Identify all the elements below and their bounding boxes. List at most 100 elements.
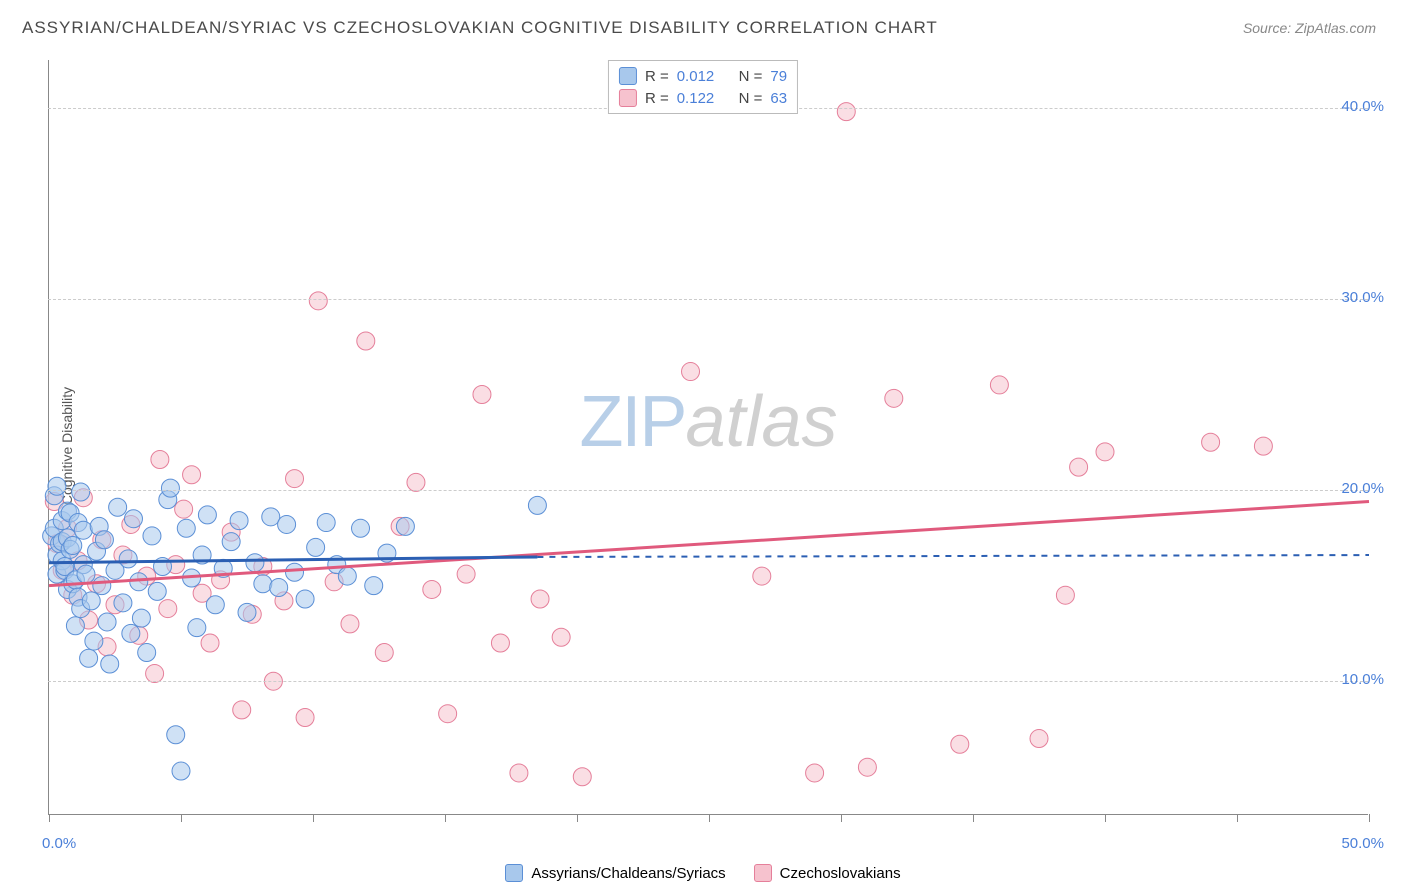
data-point — [1070, 458, 1088, 476]
data-point — [183, 466, 201, 484]
legend-r-val-b: 0.122 — [677, 90, 715, 107]
data-point — [77, 565, 95, 583]
data-point — [317, 514, 335, 532]
gridline — [48, 681, 1368, 682]
data-point — [143, 527, 161, 545]
data-point — [246, 554, 264, 572]
data-point — [309, 292, 327, 310]
data-point — [491, 634, 509, 652]
xtick-label-left: 0.0% — [42, 835, 76, 852]
data-point — [286, 563, 304, 581]
data-point — [837, 103, 855, 121]
data-point — [473, 385, 491, 403]
data-point — [531, 590, 549, 608]
legend-r-label-a: R = — [645, 68, 669, 85]
legend-r-label-b: R = — [645, 90, 669, 107]
data-point — [80, 649, 98, 667]
xtick-label-right: 50.0% — [1341, 835, 1384, 852]
data-point — [423, 580, 441, 598]
data-point — [375, 644, 393, 662]
data-point — [230, 512, 248, 530]
legend-top: R = 0.012 N = 79 R = 0.122 N = 63 — [608, 60, 798, 114]
xtick — [1105, 814, 1106, 822]
data-point — [93, 577, 111, 595]
regression-line — [537, 555, 1369, 557]
data-point — [95, 531, 113, 549]
data-point — [510, 764, 528, 782]
xtick — [709, 814, 710, 822]
legend-bottom-swatch-a — [505, 864, 523, 882]
data-point — [101, 655, 119, 673]
data-point — [341, 615, 359, 633]
data-point — [138, 644, 156, 662]
data-point — [238, 603, 256, 621]
legend-bottom-label-a: Assyrians/Chaldeans/Syriacs — [531, 865, 725, 882]
data-point — [74, 521, 92, 539]
data-point — [951, 735, 969, 753]
data-point — [188, 619, 206, 637]
data-point — [119, 550, 137, 568]
legend-top-row-a: R = 0.012 N = 79 — [619, 65, 787, 87]
xtick — [1237, 814, 1238, 822]
data-point — [338, 567, 356, 585]
data-point — [82, 592, 100, 610]
data-point — [352, 519, 370, 537]
ytick-label: 10.0% — [1341, 671, 1384, 688]
data-point — [439, 705, 457, 723]
data-point — [206, 596, 224, 614]
data-point — [365, 577, 383, 595]
data-point — [457, 565, 475, 583]
ytick-label: 30.0% — [1341, 289, 1384, 306]
data-point — [146, 665, 164, 683]
legend-bottom: Assyrians/Chaldeans/Syriacs Czechoslovak… — [0, 864, 1406, 882]
data-point — [806, 764, 824, 782]
data-point — [233, 701, 251, 719]
chart-title: ASSYRIAN/CHALDEAN/SYRIAC VS CZECHOSLOVAK… — [22, 18, 938, 38]
xtick — [841, 814, 842, 822]
xtick — [1369, 814, 1370, 822]
data-point — [159, 600, 177, 618]
data-point — [990, 376, 1008, 394]
data-point — [172, 762, 190, 780]
data-point — [177, 519, 195, 537]
regression-line — [49, 502, 1369, 586]
data-point — [124, 510, 142, 528]
gridline — [48, 490, 1368, 491]
data-point — [296, 590, 314, 608]
data-point — [270, 579, 288, 597]
data-point — [85, 632, 103, 650]
xtick — [577, 814, 578, 822]
data-point — [278, 515, 296, 533]
xtick — [973, 814, 974, 822]
legend-top-swatch-b — [619, 89, 637, 107]
data-point — [307, 538, 325, 556]
data-point — [201, 634, 219, 652]
legend-n-label-a: N = — [739, 68, 763, 85]
legend-top-row-b: R = 0.122 N = 63 — [619, 87, 787, 109]
legend-bottom-swatch-b — [754, 864, 772, 882]
data-point — [64, 536, 82, 554]
data-point — [48, 477, 66, 495]
xtick — [445, 814, 446, 822]
legend-r-val-a: 0.012 — [677, 68, 715, 85]
data-point — [1056, 586, 1074, 604]
data-point — [296, 709, 314, 727]
xtick — [181, 814, 182, 822]
legend-top-swatch-a — [619, 67, 637, 85]
data-point — [885, 389, 903, 407]
data-point — [222, 533, 240, 551]
legend-n-val-a: 79 — [770, 68, 787, 85]
data-point — [151, 450, 169, 468]
data-point — [98, 613, 116, 631]
legend-n-val-b: 63 — [770, 90, 787, 107]
data-point — [682, 363, 700, 381]
chart-source: Source: ZipAtlas.com — [1243, 20, 1376, 36]
data-point — [858, 758, 876, 776]
plot-area: ZIPatlas — [48, 60, 1368, 815]
data-point — [148, 582, 166, 600]
data-point — [72, 483, 90, 501]
data-point — [122, 624, 140, 642]
data-point — [254, 575, 272, 593]
data-point — [573, 768, 591, 786]
xtick — [313, 814, 314, 822]
